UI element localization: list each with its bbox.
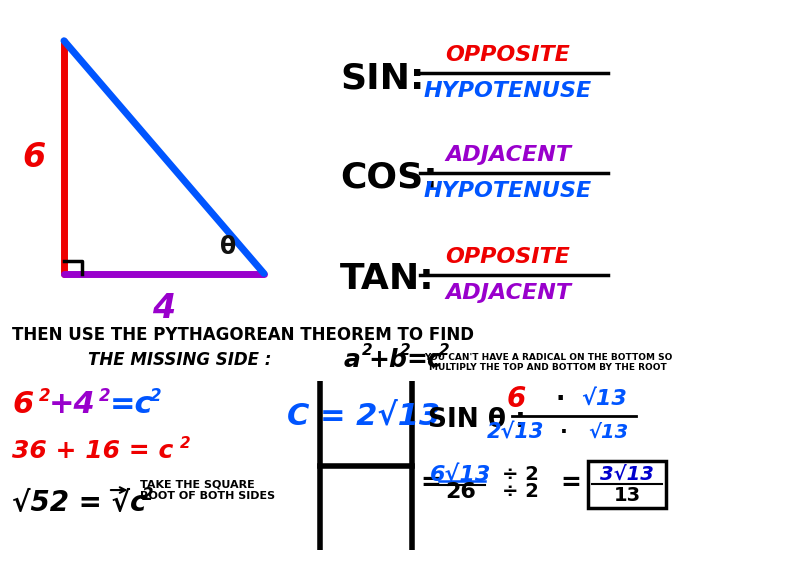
Text: SIN θ :: SIN θ : bbox=[428, 407, 526, 433]
Text: 2√13: 2√13 bbox=[487, 423, 545, 442]
Text: 6√13: 6√13 bbox=[430, 464, 491, 484]
Text: ·: · bbox=[560, 423, 568, 442]
Text: 6: 6 bbox=[506, 385, 526, 413]
Text: 3√13: 3√13 bbox=[600, 464, 654, 484]
Text: C = 2√13: C = 2√13 bbox=[287, 402, 441, 431]
Text: OPPOSITE: OPPOSITE bbox=[446, 247, 570, 267]
Text: 2: 2 bbox=[38, 388, 50, 405]
Text: MULTIPLY THE TOP AND BOTTOM BY THE ROOT: MULTIPLY THE TOP AND BOTTOM BY THE ROOT bbox=[429, 363, 667, 372]
Text: 4: 4 bbox=[152, 292, 176, 325]
Text: ADJACENT: ADJACENT bbox=[445, 146, 571, 165]
Text: θ: θ bbox=[220, 235, 236, 260]
Text: TAKE THE SQUARE: TAKE THE SQUARE bbox=[140, 479, 254, 489]
Text: THE MISSING SIDE :: THE MISSING SIDE : bbox=[88, 351, 277, 368]
Text: COS:: COS: bbox=[340, 161, 438, 194]
Text: 2: 2 bbox=[362, 343, 372, 358]
Text: 6: 6 bbox=[12, 390, 34, 419]
Text: +4: +4 bbox=[49, 390, 95, 419]
Text: 2: 2 bbox=[150, 388, 162, 405]
Text: SIN:: SIN: bbox=[340, 62, 424, 95]
Text: 2: 2 bbox=[180, 436, 190, 451]
Text: 13: 13 bbox=[614, 487, 641, 505]
Text: HYPOTENUSE: HYPOTENUSE bbox=[424, 182, 592, 201]
Text: HYPOTENUSE: HYPOTENUSE bbox=[424, 81, 592, 101]
Text: ÷ 2: ÷ 2 bbox=[502, 465, 539, 484]
Text: ÷ 2: ÷ 2 bbox=[502, 482, 539, 501]
Text: √13: √13 bbox=[581, 389, 627, 409]
Text: THEN USE THE PYTHAGOREAN THEOREM TO FIND: THEN USE THE PYTHAGOREAN THEOREM TO FIND bbox=[12, 326, 474, 343]
Text: a: a bbox=[344, 347, 361, 372]
Text: ADJACENT: ADJACENT bbox=[445, 283, 571, 303]
Text: √52 = √c: √52 = √c bbox=[12, 489, 146, 517]
Text: OPPOSITE: OPPOSITE bbox=[446, 45, 570, 65]
Text: √13: √13 bbox=[588, 423, 628, 442]
Text: 6: 6 bbox=[22, 141, 46, 173]
Text: TAN:: TAN: bbox=[340, 262, 434, 296]
Text: =: = bbox=[560, 471, 581, 495]
Text: =: = bbox=[420, 471, 441, 495]
Text: 2: 2 bbox=[438, 343, 449, 358]
Text: ROOT OF BOTH SIDES: ROOT OF BOTH SIDES bbox=[140, 491, 275, 501]
Text: 2: 2 bbox=[99, 388, 111, 405]
Text: YOU CAN'T HAVE A RADICAL ON THE BOTTOM SO: YOU CAN'T HAVE A RADICAL ON THE BOTTOM S… bbox=[424, 353, 672, 363]
Text: 2: 2 bbox=[400, 343, 410, 358]
Text: +b: +b bbox=[368, 347, 407, 372]
Text: =c: =c bbox=[110, 390, 154, 419]
Bar bbox=[588, 461, 666, 508]
Text: =c: =c bbox=[406, 347, 442, 372]
Text: ·: · bbox=[555, 386, 565, 411]
Text: 2: 2 bbox=[142, 487, 154, 504]
Text: 36 + 16 = c: 36 + 16 = c bbox=[12, 439, 174, 463]
Text: 26: 26 bbox=[446, 482, 476, 502]
